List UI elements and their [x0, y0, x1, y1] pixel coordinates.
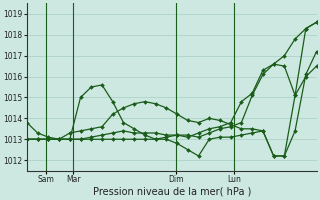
X-axis label: Pression niveau de la mer( hPa ): Pression niveau de la mer( hPa ): [92, 187, 251, 197]
